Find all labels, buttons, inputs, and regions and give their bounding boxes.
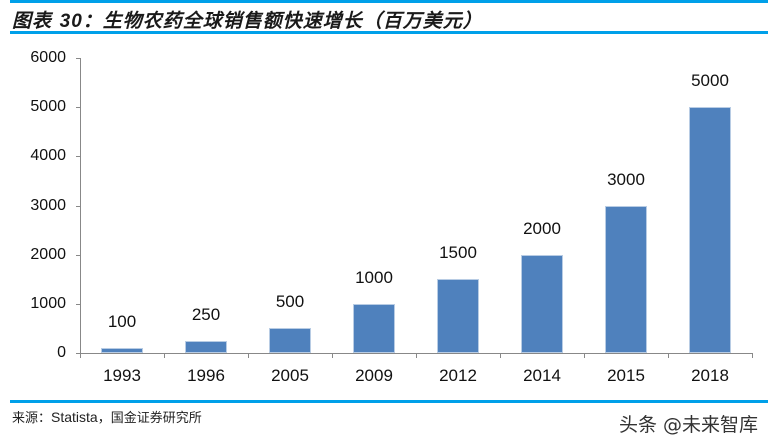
y-tick-mark (76, 107, 81, 109)
data-label: 1500 (439, 243, 477, 263)
source-name: Statista (51, 409, 98, 425)
y-tick-mark (76, 205, 81, 207)
title-text: ：生物农药全球销售额快速增长（百万美元） (82, 10, 483, 32)
data-label: 2000 (523, 218, 561, 238)
x-tick-label: 2015 (607, 366, 645, 385)
data-label: 100 (107, 312, 137, 332)
y-tick-label: 1000 (30, 294, 66, 312)
x-tick-label: 1996 (187, 366, 225, 385)
y-tick-label: 5000 (30, 98, 66, 116)
y-tick-mark (76, 254, 81, 256)
x-tick-label: 2009 (355, 366, 393, 385)
y-tick-label: 4000 (30, 147, 66, 165)
x-tick-mark (332, 353, 333, 358)
data-label: 1000 (355, 267, 393, 287)
x-tick-mark (80, 353, 81, 358)
data-label: 5000 (691, 71, 729, 91)
watermark: 头条 @未来智库 (618, 414, 758, 436)
title-bar: 图表 30：生物农药全球销售额快速增长（百万美元） (10, 0, 768, 34)
y-tick-mark (76, 58, 81, 59)
y-tick-mark (76, 353, 81, 354)
x-tick-mark (416, 353, 417, 358)
x-tick-label: 2018 (691, 366, 729, 385)
bar-chart: 0 1000 2000 3000 4000 5000 6000 100 1993 250 1996 5… (30, 49, 753, 385)
x-tick-mark (584, 353, 585, 358)
y-tick-mark (76, 303, 81, 305)
x-tick-mark (248, 353, 249, 358)
bar-1993 (101, 348, 143, 353)
x-tick-mark (752, 353, 753, 358)
data-label: 500 (275, 292, 305, 312)
y-tick-label: 0 (57, 344, 66, 361)
source-note: 来源：Statista，国金证券研究所 (12, 407, 202, 426)
x-tick-mark (668, 353, 669, 358)
bar-2014 (521, 254, 563, 353)
x-tick-label: 2012 (439, 366, 477, 385)
y-tick-label: 6000 (30, 49, 66, 66)
y-tick-label: 3000 (30, 196, 66, 214)
x-tick-mark (164, 353, 165, 358)
bar-2009 (353, 303, 395, 353)
bar-2015 (605, 205, 647, 353)
y-tick-mark (76, 156, 81, 158)
data-label: 250 (191, 304, 221, 324)
y-tick-label: 2000 (30, 245, 66, 263)
chart-title: 图表 30：生物农药全球销售额快速增长（百万美元） (12, 6, 483, 33)
footer-divider (10, 400, 768, 403)
bar-2005 (269, 328, 311, 353)
bar-2018 (689, 107, 731, 353)
x-tick-label: 2014 (523, 366, 561, 385)
data-label: 3000 (607, 169, 645, 189)
source-institute: ，国金证券研究所 (97, 411, 202, 426)
title-prefix: 图表 (12, 10, 60, 32)
x-tick-mark (500, 353, 501, 358)
x-tick-label: 2005 (271, 366, 309, 385)
title-number: 30 (59, 11, 83, 32)
x-tick-label: 1993 (103, 366, 141, 385)
bar-2012 (437, 279, 479, 353)
bar-1996 (185, 340, 227, 353)
source-label: 来源： (12, 411, 52, 426)
